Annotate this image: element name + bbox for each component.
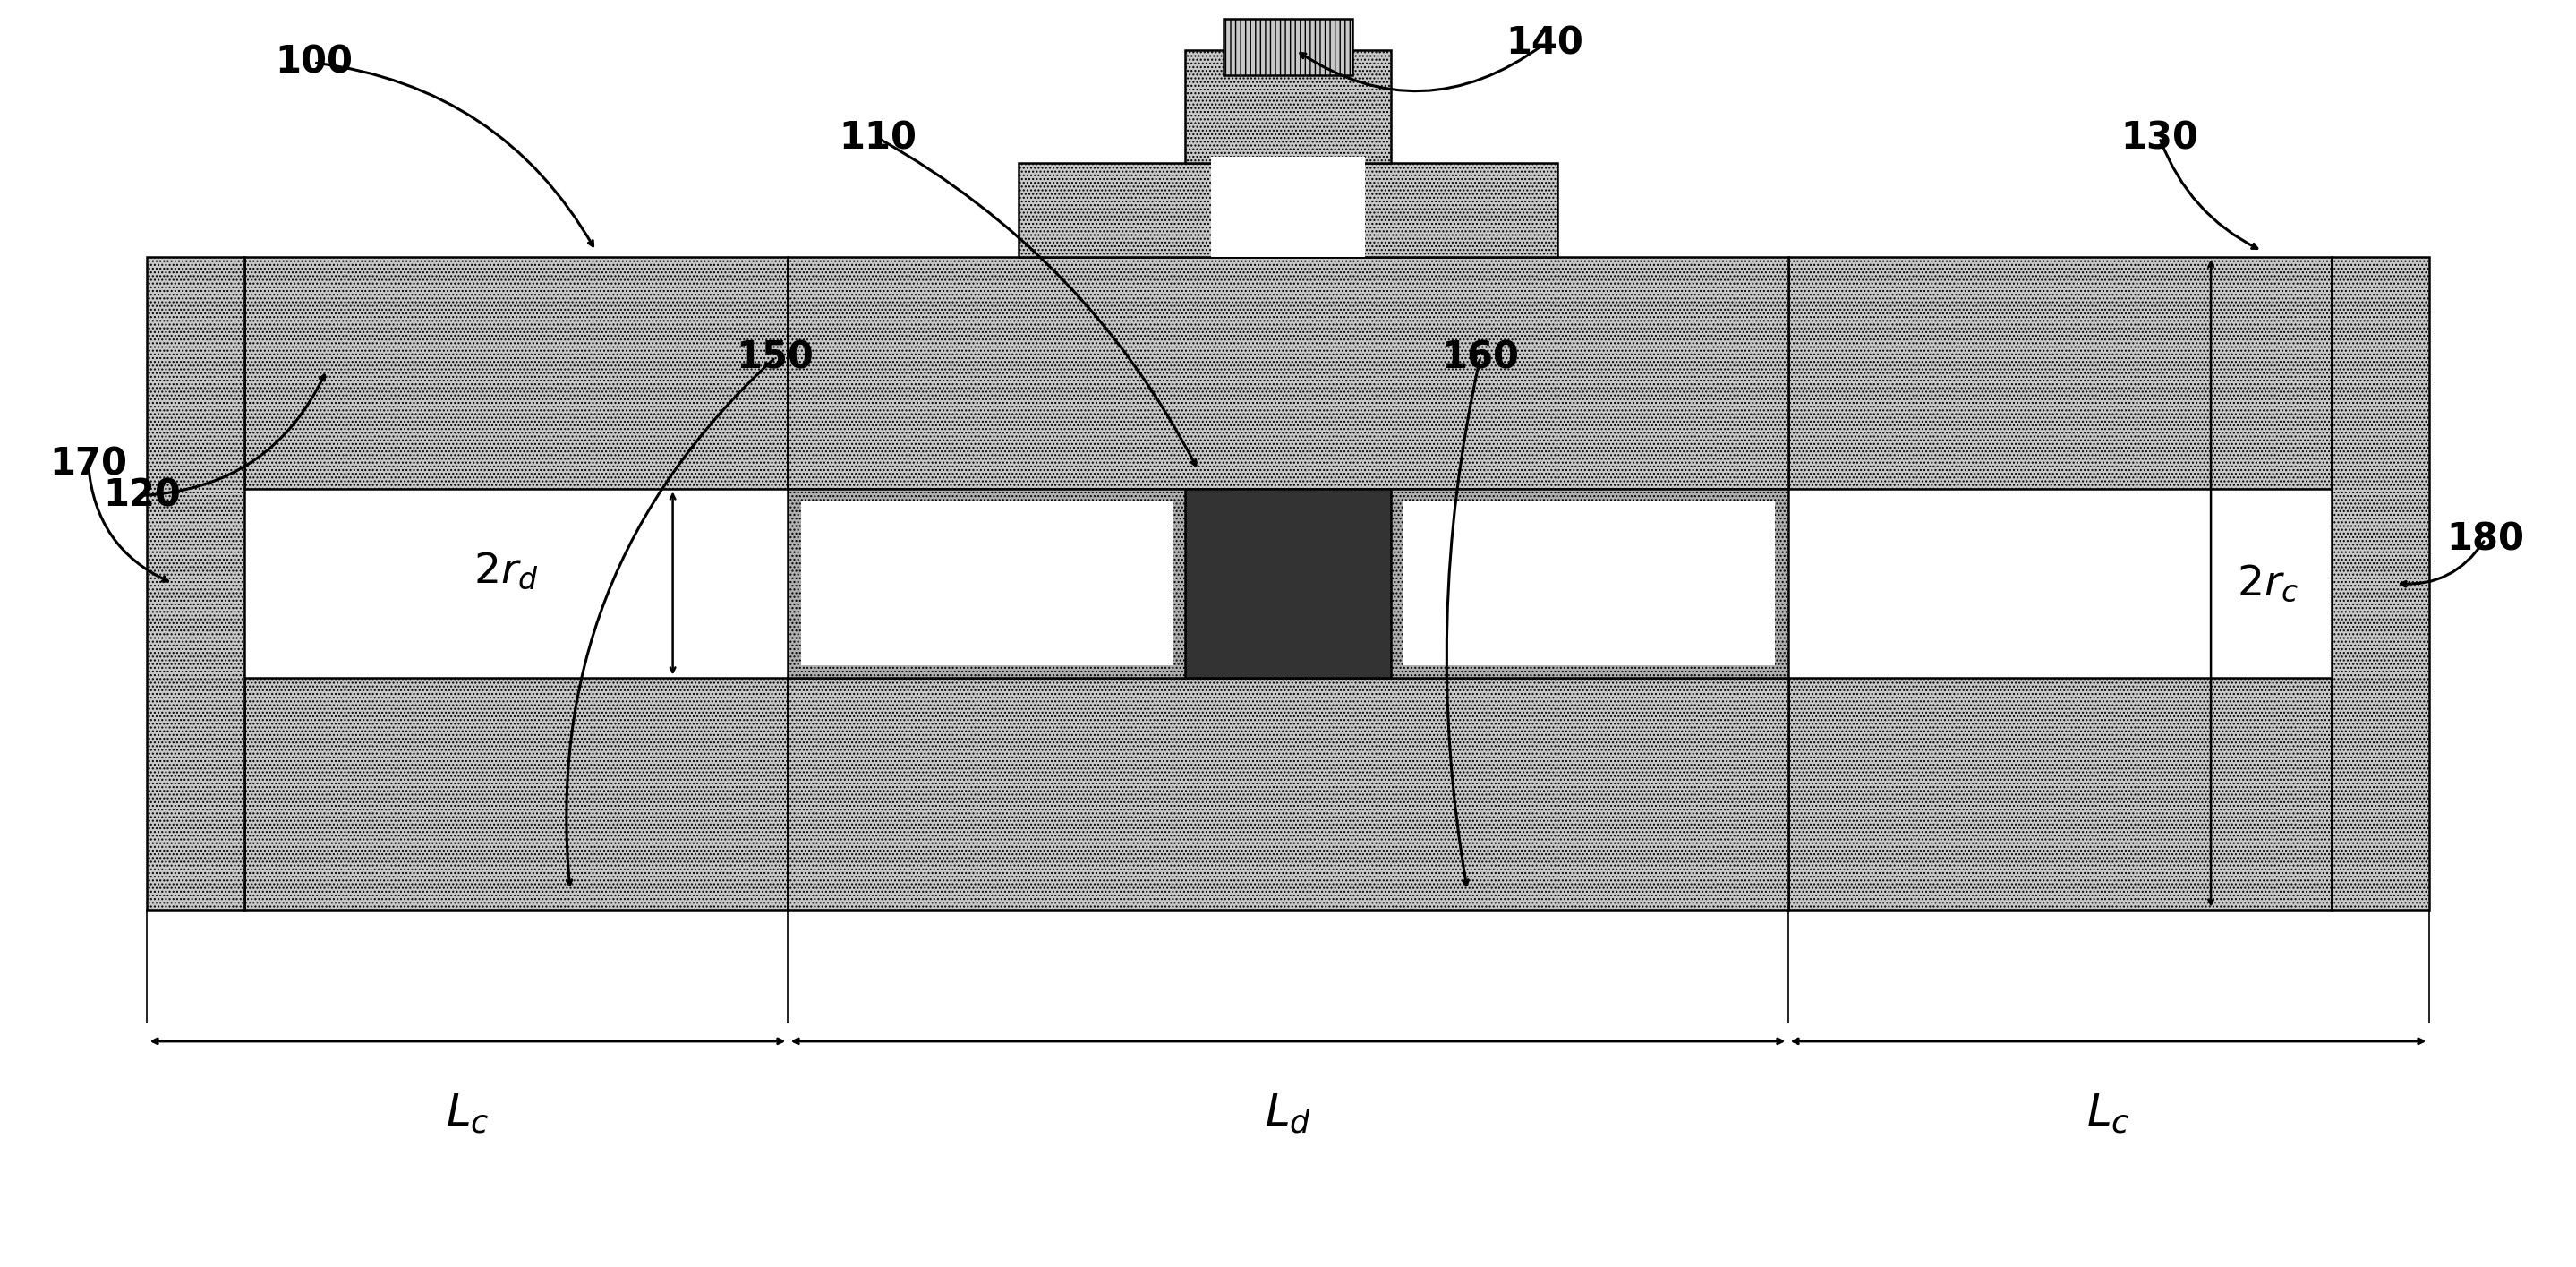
Bar	[2331, 257, 2429, 910]
Text: $2r_d$: $2r_d$	[474, 550, 538, 592]
Bar	[1404, 502, 1775, 665]
Bar	[1185, 489, 1391, 678]
Bar	[245, 257, 788, 489]
Bar	[245, 678, 788, 910]
Text: 140: 140	[1504, 25, 1584, 62]
Bar	[1788, 678, 2331, 910]
Text: $L_c$: $L_c$	[2087, 1091, 2130, 1135]
Bar	[788, 489, 1788, 678]
Bar	[1224, 19, 1352, 75]
Text: 120: 120	[103, 476, 180, 514]
Bar	[147, 257, 245, 910]
Bar	[1788, 257, 2331, 489]
Bar	[1020, 163, 1556, 257]
Text: 160: 160	[1443, 338, 1520, 376]
Bar	[801, 502, 1172, 665]
Bar	[788, 257, 1788, 489]
Text: 180: 180	[2447, 521, 2524, 559]
Text: $2r_c$: $2r_c$	[2236, 563, 2298, 604]
Text: $L_d$: $L_d$	[1265, 1091, 1311, 1135]
Text: 100: 100	[276, 44, 353, 81]
Text: $L_c$: $L_c$	[446, 1091, 489, 1135]
Text: 110: 110	[840, 119, 917, 157]
Text: 150: 150	[737, 338, 814, 376]
Bar	[788, 678, 1788, 910]
Text: 130: 130	[2120, 119, 2197, 157]
Bar	[1185, 51, 1391, 163]
Text: 170: 170	[49, 445, 126, 483]
Bar	[1211, 157, 1365, 257]
